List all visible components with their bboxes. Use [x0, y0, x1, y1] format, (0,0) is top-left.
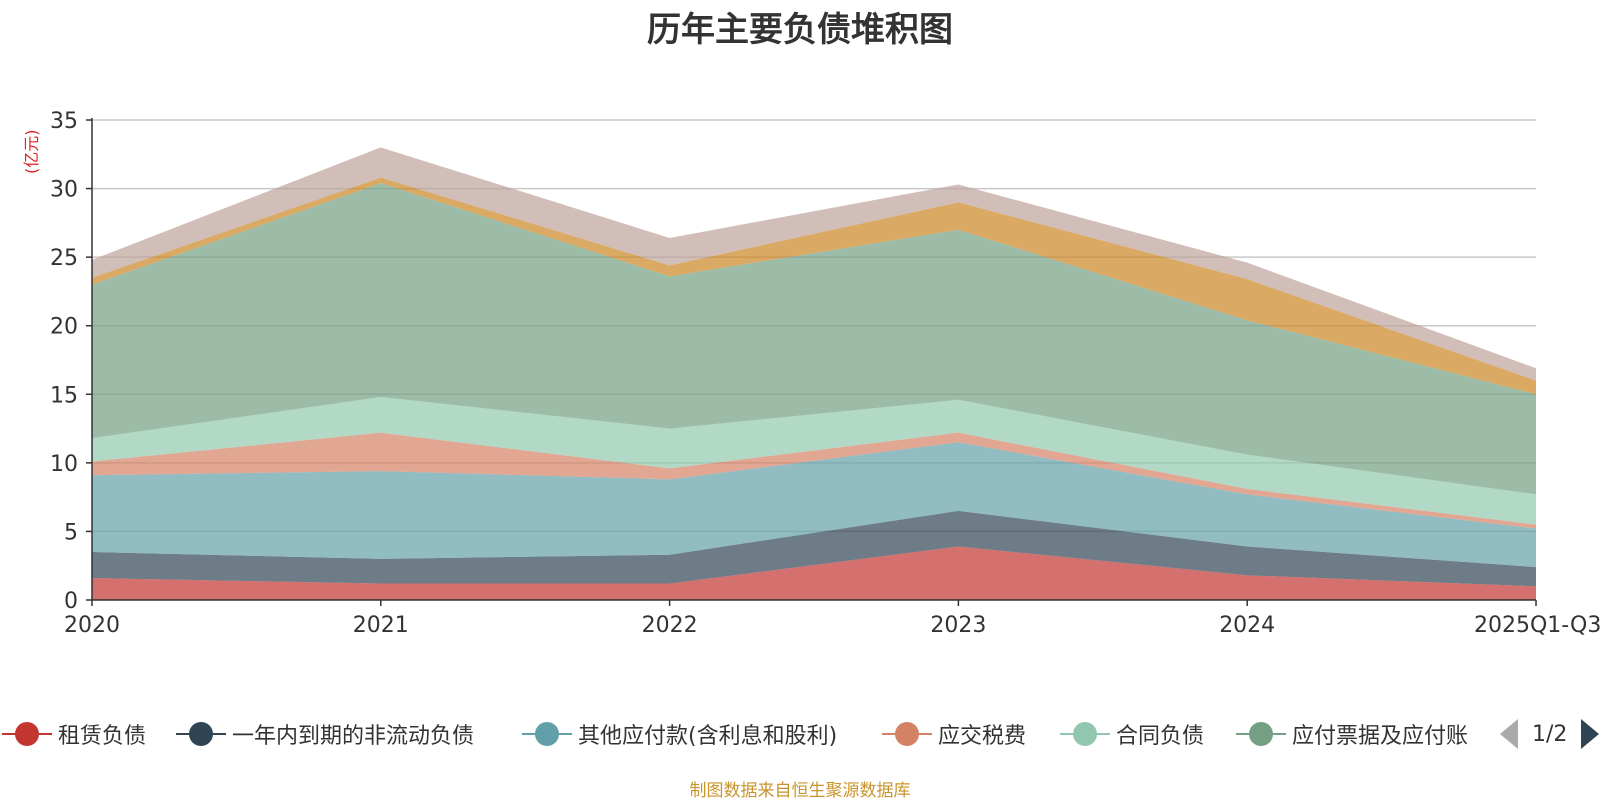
y-tick-label: 25: [50, 246, 78, 271]
legend-item[interactable]: 租赁负债: [2, 714, 146, 754]
area-series-其他应付款(含利息和股利): [92, 442, 1536, 568]
pager-next-icon[interactable]: [1581, 719, 1600, 749]
area-series-应付票据及应付账款: [92, 183, 1536, 495]
data-source-footer: 制图数据来自恒生聚源数据库: [689, 781, 911, 801]
legend-item[interactable]: 其他应付款(含利息和股利): [522, 714, 837, 754]
legend: 租赁负债 一年内到期的非流动负债 其他应付款(含利息和股利) 应交税费 合同负债…: [0, 714, 1600, 754]
legend-label: 应交税费: [938, 724, 1027, 749]
chart-title: 历年主要负债堆积图: [647, 10, 953, 50]
legend-marker-icon: [522, 719, 572, 749]
area-series-应交税费: [92, 432, 1536, 529]
pager-page-number: 1/2: [1532, 721, 1568, 747]
y-tick-label: 35: [50, 109, 78, 134]
area-series: [92, 147, 1536, 600]
legend-label: 应付票据及应付账: [1292, 724, 1469, 749]
y-tick-label: 10: [50, 452, 78, 477]
y-tick-label: 30: [50, 178, 78, 203]
legend-item[interactable]: 应付票据及应付账: [1236, 714, 1482, 754]
legend-item[interactable]: 一年内到期的非流动负债: [176, 714, 474, 754]
area-series-other: [92, 147, 1536, 381]
legend-label: 其他应付款(含利息和股利): [578, 724, 838, 749]
legend-marker-icon: [1236, 719, 1286, 749]
x-tick-label: 2022: [642, 613, 698, 638]
legend-label: 租赁负债: [58, 724, 147, 749]
legend-marker-icon: [176, 719, 226, 749]
y-tick-label: 15: [50, 383, 78, 408]
area-series-一年内到期的非流动负债: [92, 510, 1536, 587]
area-series-other: [92, 177, 1536, 395]
x-tick-label: 2023: [930, 613, 986, 638]
legend-item[interactable]: 合同负债: [1060, 714, 1204, 754]
area-series-租赁负债: [92, 546, 1536, 600]
x-tick-label: 2020: [64, 613, 120, 638]
x-tick-label: 2025Q1-Q3: [1474, 613, 1600, 638]
x-tick-label: 2024: [1219, 613, 1275, 638]
legend-item[interactable]: 应交税费: [882, 714, 1026, 754]
area-series-合同负债: [92, 397, 1536, 525]
legend-marker-icon: [2, 719, 52, 749]
y-tick-label: 0: [64, 589, 78, 614]
legend-marker-icon: [1060, 719, 1110, 749]
legend-label: 一年内到期的非流动负债: [232, 724, 475, 749]
legend-label: 合同负债: [1116, 724, 1205, 749]
legend-pager: 1/2: [1500, 714, 1600, 754]
y-tick-label: 20: [50, 315, 78, 340]
pager-prev-icon[interactable]: [1500, 719, 1518, 749]
axes: 0 5 10 15 20 25 30 35 2020 2021 2022 2023 2024 2025Q1…: [50, 109, 1600, 638]
legend-marker-icon: [882, 719, 932, 749]
y-tick-label: 5: [64, 520, 78, 545]
x-tick-label: 2021: [353, 613, 409, 638]
